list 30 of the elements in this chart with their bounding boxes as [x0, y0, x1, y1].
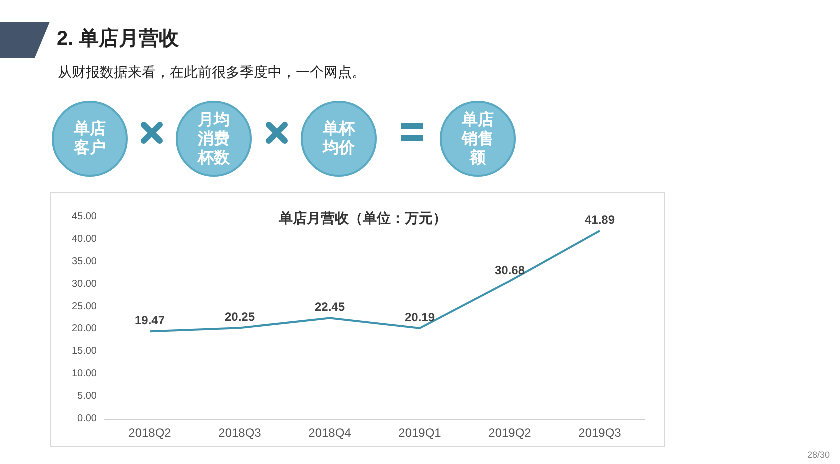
- text: 单店销售额: [462, 110, 494, 168]
- text: 2. 单店月营收: [57, 26, 180, 52]
- chart-title: 单店月营收（单位：万元）: [278, 210, 447, 226]
- data-label: 20.19: [404, 310, 436, 324]
- y-tick-label: 5.00: [78, 391, 98, 402]
- data-label: 41.89: [584, 212, 616, 227]
- text: 月均消费杯数: [198, 110, 230, 168]
- y-tick-label: 10.00: [72, 368, 98, 380]
- x-tick-label: 2019Q2: [488, 426, 532, 440]
- y-tick-label: 15.00: [72, 346, 98, 358]
- x-tick-label: 2018Q3: [218, 426, 262, 440]
- data-label: 20.25: [224, 310, 256, 324]
- text: 单店客户: [74, 120, 106, 158]
- y-tick-label: 25.00: [72, 301, 98, 312]
- y-tick-label: 35.00: [72, 256, 98, 268]
- data-label: 30.68: [494, 263, 526, 278]
- text: 从财报数据来看，在此前很多季度中，一个网点。: [58, 64, 366, 82]
- data-label: 19.47: [134, 314, 166, 328]
- y-tick-label: 30.00: [72, 278, 98, 290]
- y-tick-label: 20.00: [72, 324, 98, 335]
- data-label: 22.45: [314, 300, 346, 314]
- x-tick-label: 2018Q2: [128, 426, 172, 440]
- x-tick-label: 2019Q3: [578, 426, 622, 440]
- y-tick-label: 45.00: [72, 212, 98, 222]
- y-tick-label: 0.00: [78, 414, 98, 424]
- text: 单杯均价: [323, 120, 355, 158]
- x-tick-label: 2019Q1: [398, 426, 442, 440]
- y-tick-label: 40.00: [72, 234, 98, 245]
- x-tick-label: 2018Q4: [308, 426, 352, 440]
- text: 28/30: [807, 450, 830, 460]
